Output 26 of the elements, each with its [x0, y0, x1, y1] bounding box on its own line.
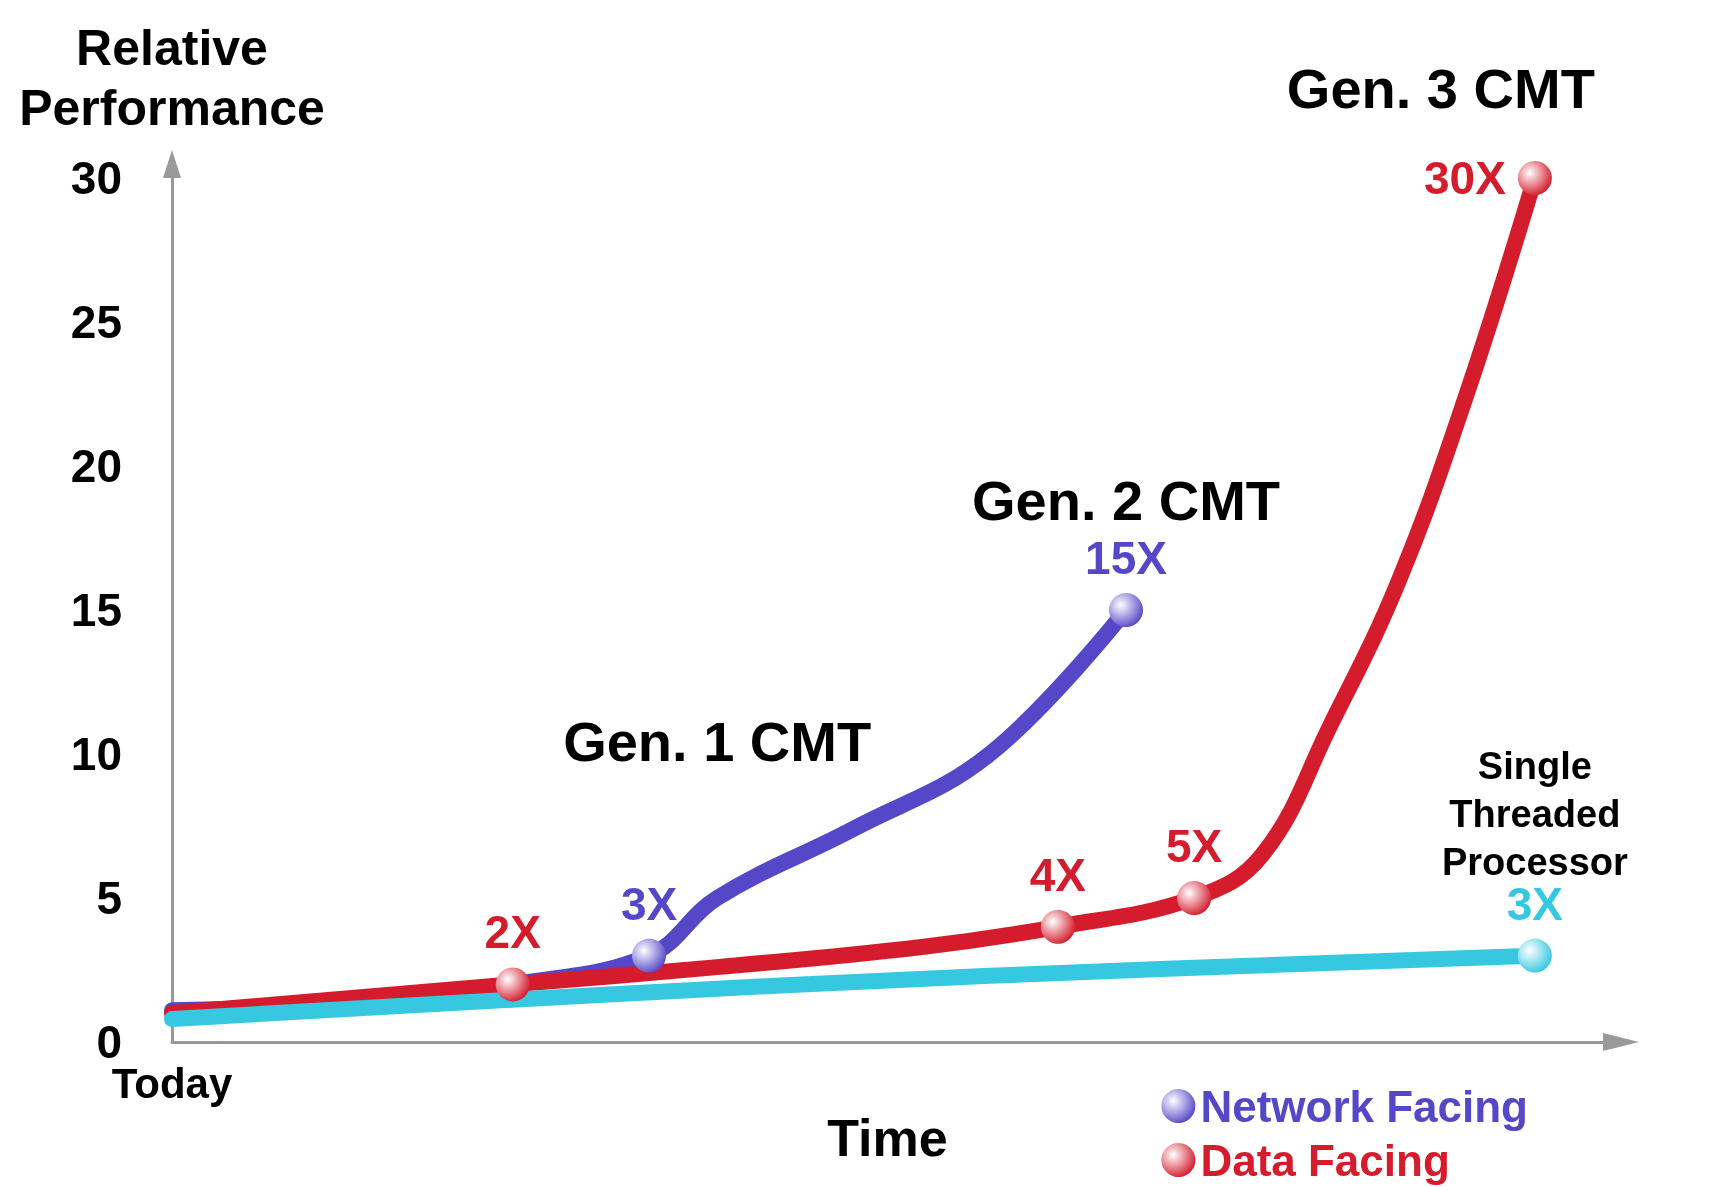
point [1517, 938, 1552, 973]
data-label: 4X [1029, 848, 1087, 901]
data-label: 30X [1424, 152, 1507, 204]
point [1109, 593, 1143, 627]
annotation: Gen. 2 CMT [971, 468, 1281, 532]
data-label: 3X [620, 877, 678, 930]
y-tick-label: 20 [70, 440, 122, 492]
text: Gen. 3 CMT [1286, 56, 1595, 120]
y-axis-title: Relative Performance [19, 20, 325, 136]
point [1040, 909, 1075, 944]
point [495, 967, 530, 1002]
y-tick-label: 25 [70, 296, 122, 348]
legend-label: Data Facing [1200, 1135, 1450, 1185]
point [1517, 161, 1552, 195]
y-tick-label: 5 [96, 872, 122, 924]
x-axis-title: Time [827, 1109, 948, 1167]
legend-label: Network Facing [1200, 1081, 1529, 1131]
annotation: Gen. 1 CMT [563, 710, 872, 774]
data-label: 15X [1085, 532, 1168, 584]
y-tick-label: 15 [70, 584, 122, 636]
point [632, 938, 666, 973]
y-tick-label: 30 [70, 152, 122, 204]
data-label: 2X [484, 906, 542, 959]
data-label: 5X [1166, 820, 1223, 872]
y-tick-label: 10 [70, 728, 122, 780]
point [1177, 881, 1212, 915]
